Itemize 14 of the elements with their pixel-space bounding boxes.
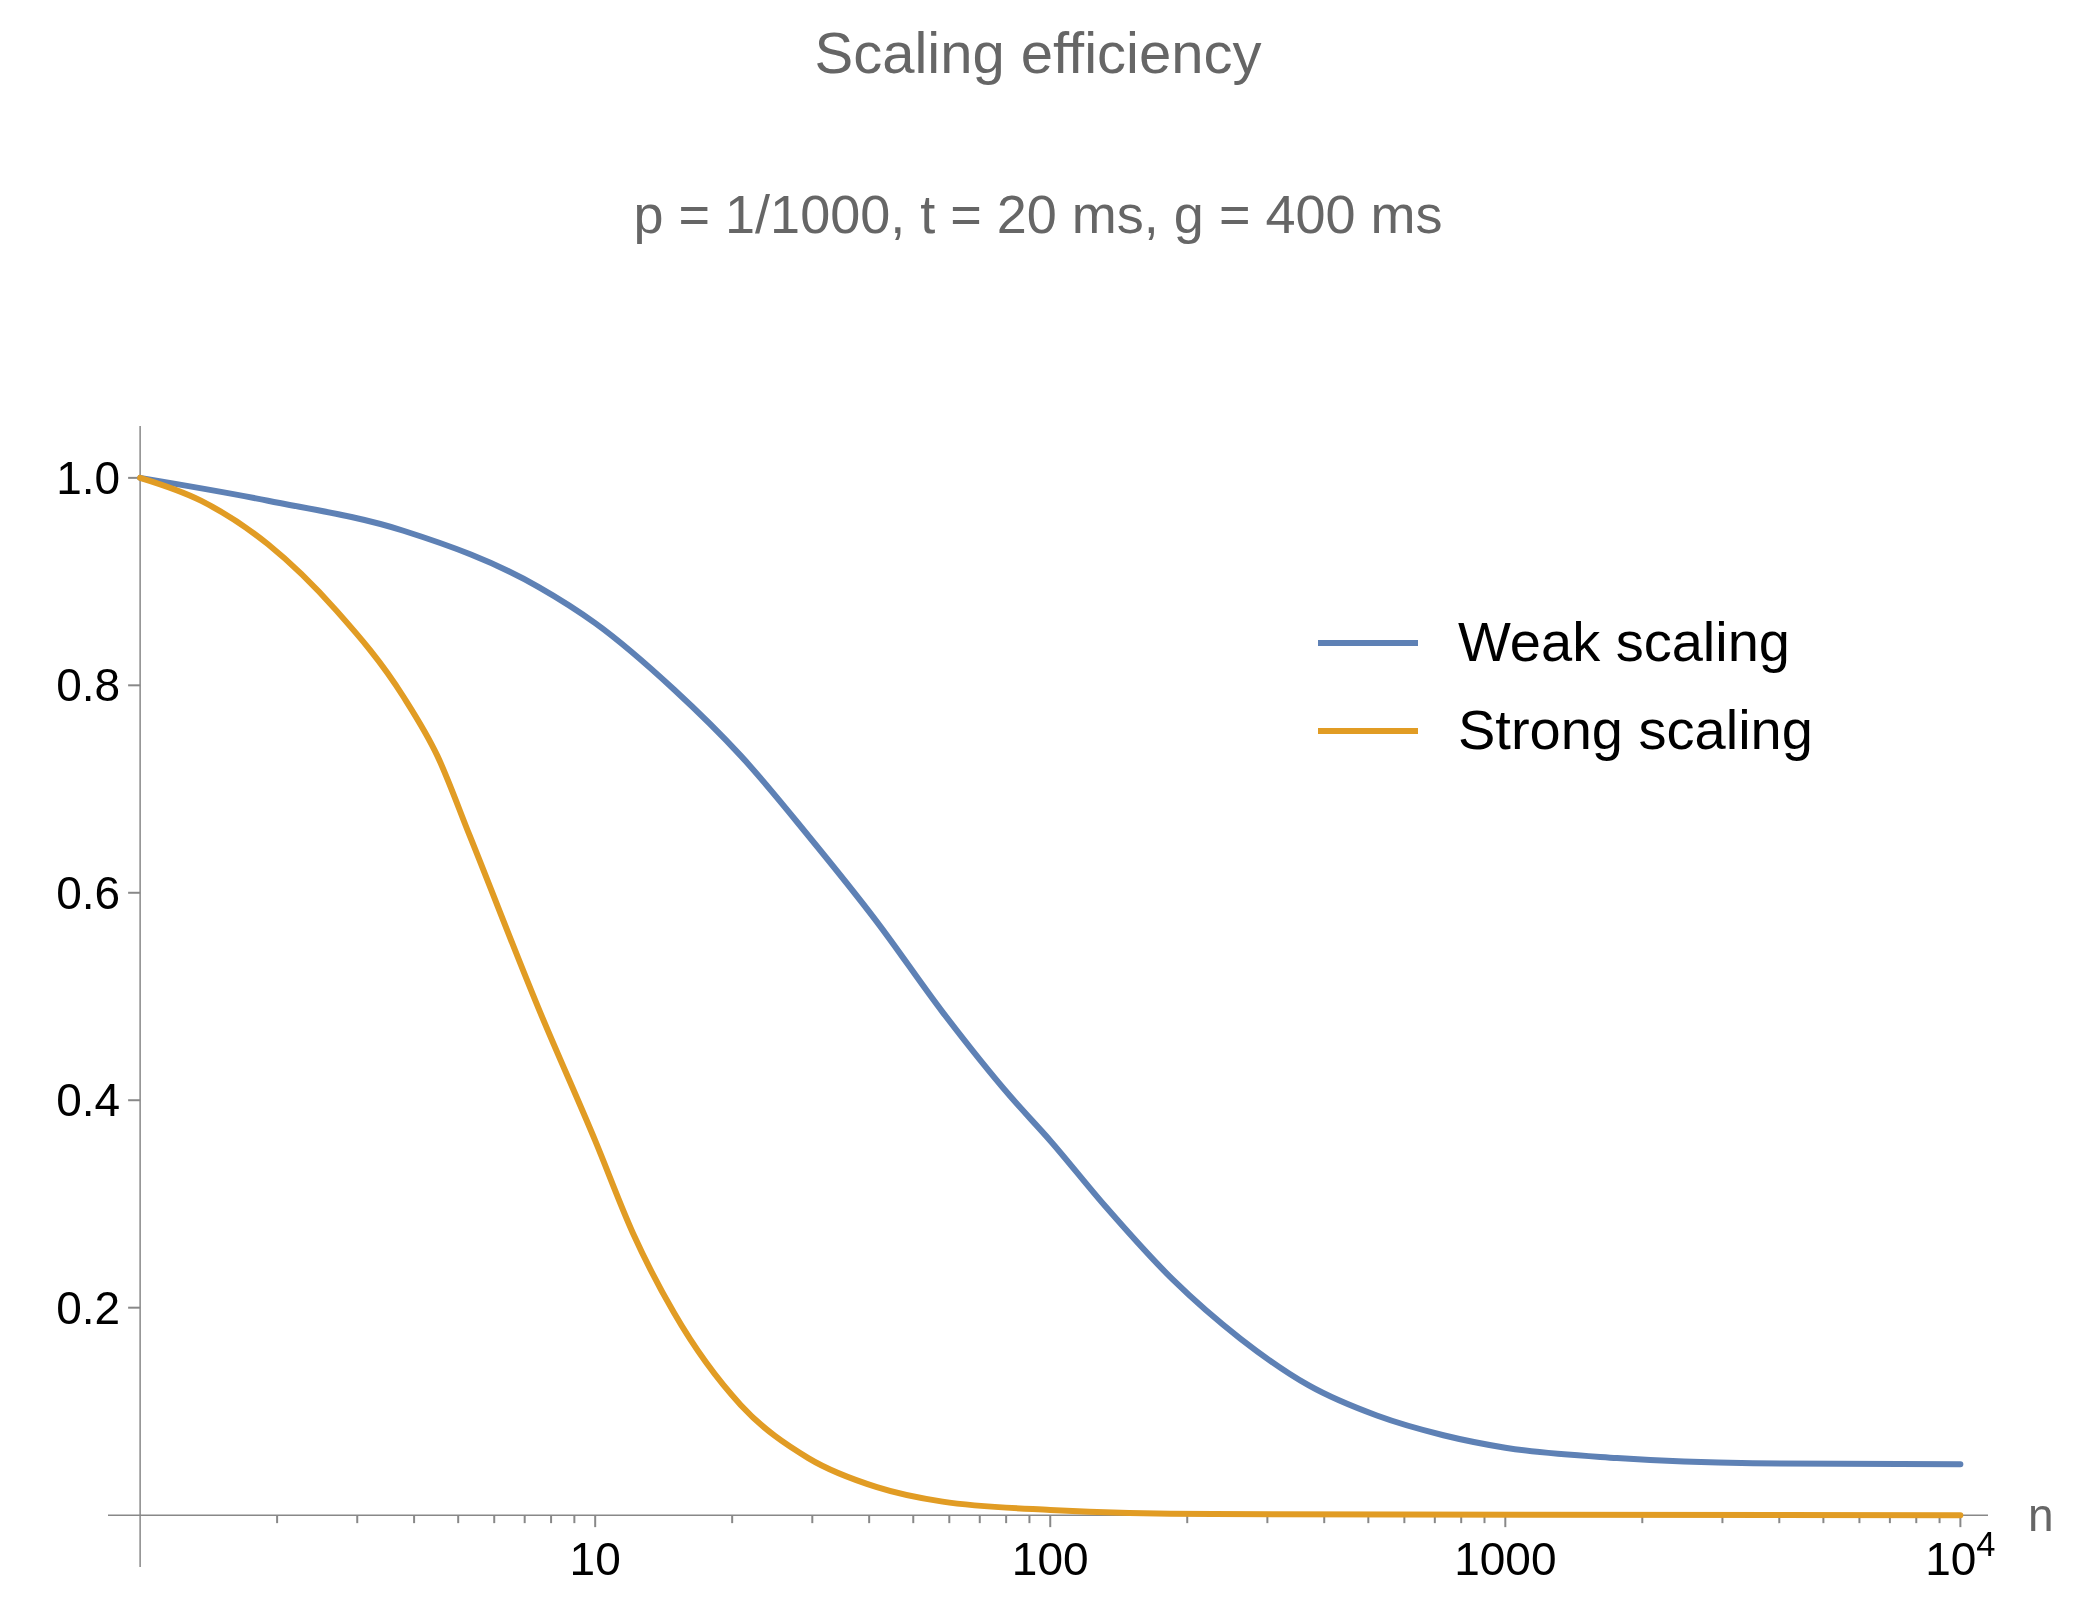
y-tick-label: 0.4	[56, 1074, 121, 1127]
chart-subtitle: p = 1/1000, t = 20 ms, g = 400 ms	[633, 184, 1443, 244]
legend-label: Weak scaling	[1458, 610, 1791, 673]
chart-title: Scaling efficiency	[814, 20, 1262, 85]
x-tick-label: 10$^{4}$	[1925, 1525, 1996, 1586]
x-tick-label: 100	[1011, 1533, 1089, 1586]
y-tick-label: 1.0	[56, 451, 121, 504]
x-tick-label: 1000	[1454, 1533, 1557, 1586]
y-tick-label: 0.2	[56, 1281, 121, 1334]
legend-label: Strong scaling	[1458, 698, 1813, 761]
y-tick-label: 0.8	[56, 659, 121, 712]
x-axis-title: n	[2028, 1489, 2054, 1542]
y-tick-label: 0.6	[56, 866, 121, 919]
x-tick-label: 10	[569, 1533, 621, 1586]
